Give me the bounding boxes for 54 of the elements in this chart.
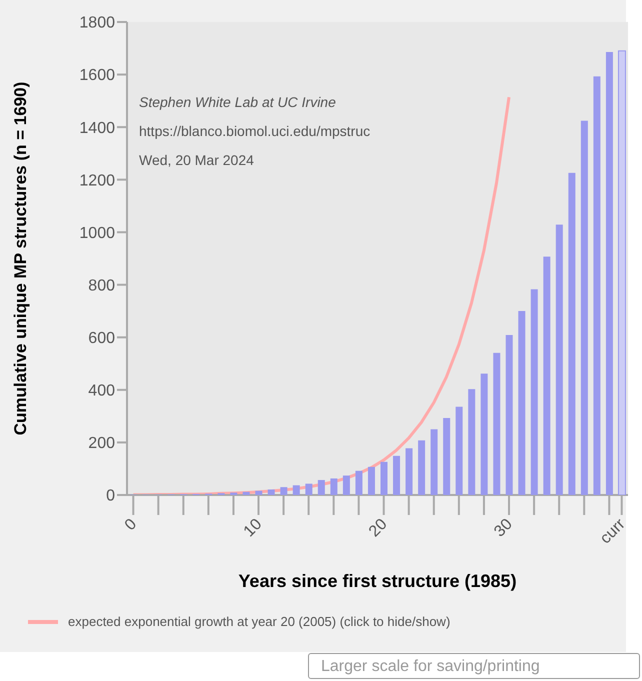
bar [493, 352, 500, 495]
bar [393, 456, 400, 495]
bar [593, 76, 600, 495]
line-series [132, 96, 511, 495]
bar [342, 476, 350, 495]
y-tick-label: 1800 [79, 14, 116, 32]
legend-label: expected exponential growth at year 20 (2005) (click to hide/show) [68, 614, 450, 629]
annotation: Wed, 20 Mar 2024 [139, 152, 254, 168]
y-tick-label: 1600 [79, 67, 116, 84]
y-tick-label: 1000 [79, 224, 116, 242]
x-tick-label: 10 [240, 516, 266, 540]
bar [406, 448, 413, 495]
bar [292, 485, 300, 495]
bar [280, 487, 288, 495]
x-tick-label: curr [597, 515, 630, 548]
bar [618, 50, 626, 495]
bar [530, 289, 538, 495]
y-tick-label: 1200 [79, 172, 116, 190]
y-tick-label: 800 [88, 277, 116, 294]
bar [430, 429, 438, 495]
x-axis-title: Years since first structure (1985) [238, 571, 517, 591]
bar [242, 492, 250, 495]
bar [606, 52, 613, 495]
print-button: Larger scale for saving/printing [308, 653, 640, 679]
annotation: https://blanco.biomol.uci.edu/mpstruc [139, 123, 370, 139]
x-tick-label: 0 [122, 516, 140, 534]
y-tick-label: 0 [106, 488, 116, 505]
bar [443, 418, 450, 495]
bar [506, 334, 513, 495]
bar [468, 389, 476, 495]
bar [580, 120, 588, 495]
y-axis-title: Cumulative unique MP structures (n = 1690) [11, 82, 30, 436]
bar [255, 490, 262, 495]
bar [568, 172, 576, 495]
bar [268, 489, 275, 495]
y-tick-label: 200 [88, 435, 116, 452]
bar [330, 478, 338, 495]
bar [456, 406, 463, 495]
bar [318, 480, 325, 495]
bar [518, 311, 526, 495]
bar [368, 466, 375, 495]
y-tick-label: 400 [88, 382, 116, 400]
bar [480, 374, 488, 495]
bar [380, 462, 388, 495]
x-tick-label: 30 [491, 516, 516, 540]
bar [556, 224, 563, 495]
bar [418, 440, 426, 495]
bar [305, 484, 312, 495]
bar [355, 470, 362, 495]
y-tick-label: 600 [88, 330, 116, 348]
annotation: Stephen White Lab at UC Irvine [139, 94, 336, 110]
bar [543, 256, 550, 495]
x-tick-label: 20 [366, 516, 391, 540]
y-tick-label: 1400 [79, 120, 116, 137]
